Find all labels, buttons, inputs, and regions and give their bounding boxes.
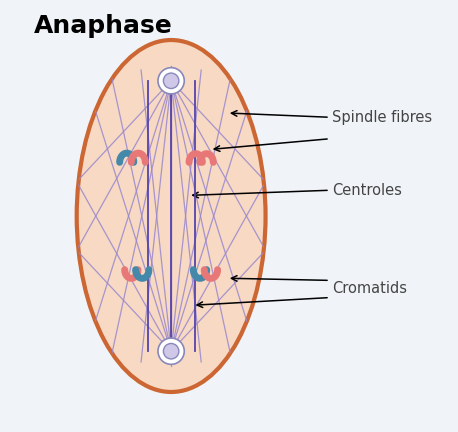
Circle shape bbox=[158, 68, 184, 94]
Text: Spindle fibres: Spindle fibres bbox=[332, 110, 432, 125]
Text: Centroles: Centroles bbox=[332, 183, 402, 198]
Text: Cromatids: Cromatids bbox=[332, 282, 407, 296]
Ellipse shape bbox=[76, 40, 266, 392]
Circle shape bbox=[164, 343, 179, 359]
Circle shape bbox=[164, 73, 179, 89]
Circle shape bbox=[158, 338, 184, 364]
Text: Anaphase: Anaphase bbox=[34, 14, 173, 38]
